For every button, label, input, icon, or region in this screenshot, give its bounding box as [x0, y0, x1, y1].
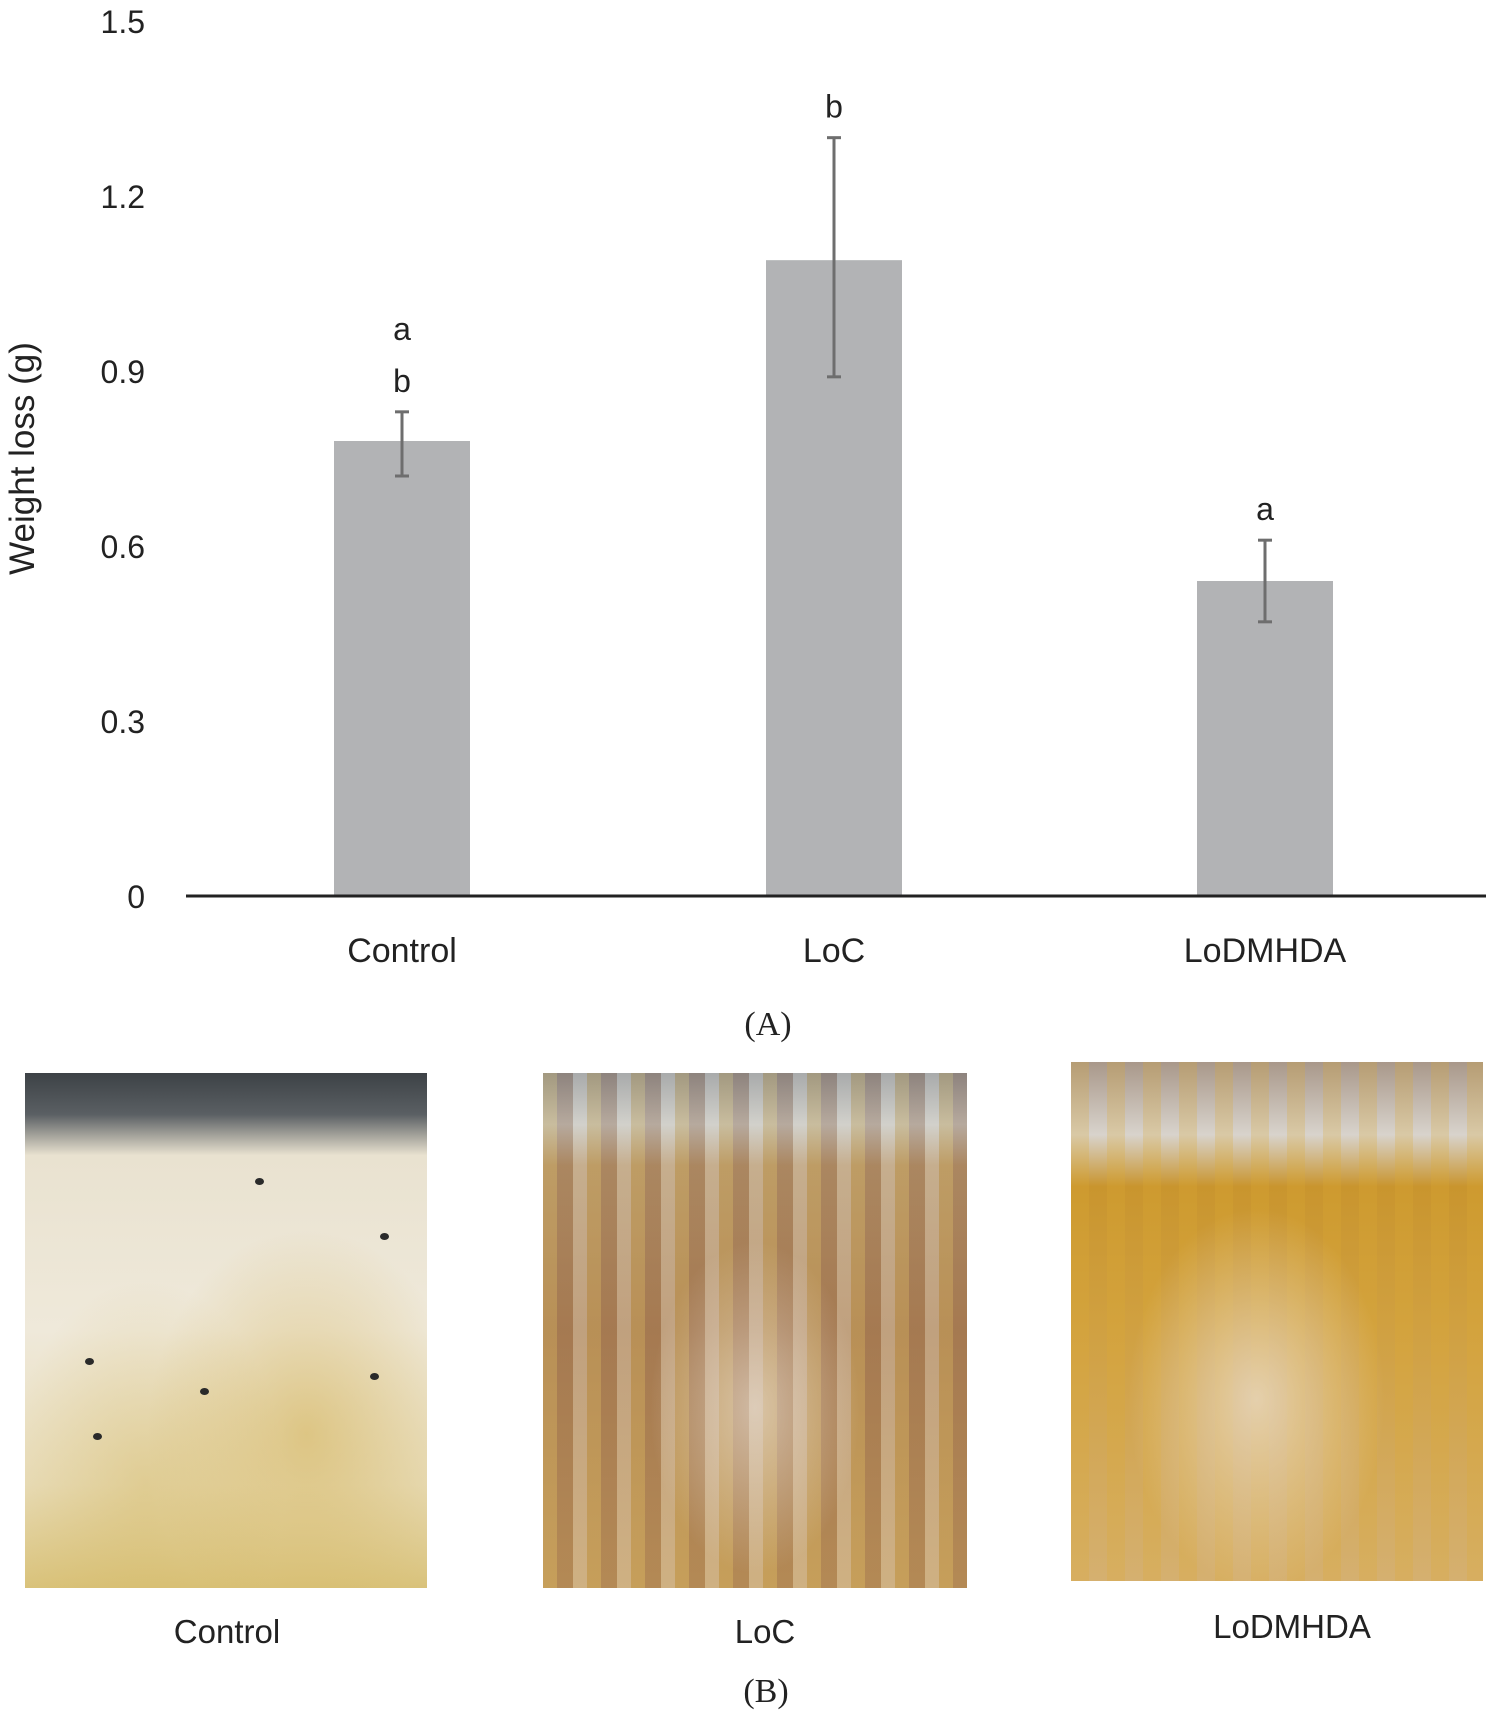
panel-a-label: (A) — [744, 1006, 792, 1043]
y-tick-label: 0.9 — [101, 354, 145, 390]
x-tick-label: LoC — [803, 932, 865, 970]
photo-label-lodmhda: LoDMHDA — [1213, 1608, 1371, 1645]
x-tick-label: Control — [347, 932, 457, 970]
significance-letter: b — [393, 363, 411, 399]
photo-label-loc: LoC — [734, 1613, 796, 1650]
significance-letter: a — [1256, 491, 1274, 527]
significance-letter: b — [825, 89, 843, 125]
panel-b-label: (B) — [743, 1673, 789, 1710]
significance-letter: a — [393, 311, 411, 347]
y-axis-title: Weight loss (g) — [3, 342, 42, 575]
photo-control — [25, 1073, 427, 1588]
bar-lodmhda — [1197, 581, 1333, 896]
y-tick-label: 1.5 — [101, 4, 145, 40]
photo-loc — [543, 1073, 967, 1588]
y-tick-label: 0.3 — [101, 704, 145, 740]
y-tick-label: 0.6 — [101, 529, 145, 565]
photo-lodmhda — [1071, 1062, 1483, 1581]
bar-control — [334, 441, 470, 896]
photo-label-control: Control — [173, 1613, 281, 1650]
x-tick-label: LoDMHDA — [1184, 932, 1347, 970]
y-tick-label: 1.2 — [101, 179, 145, 215]
y-tick-label: 0 — [127, 879, 145, 915]
